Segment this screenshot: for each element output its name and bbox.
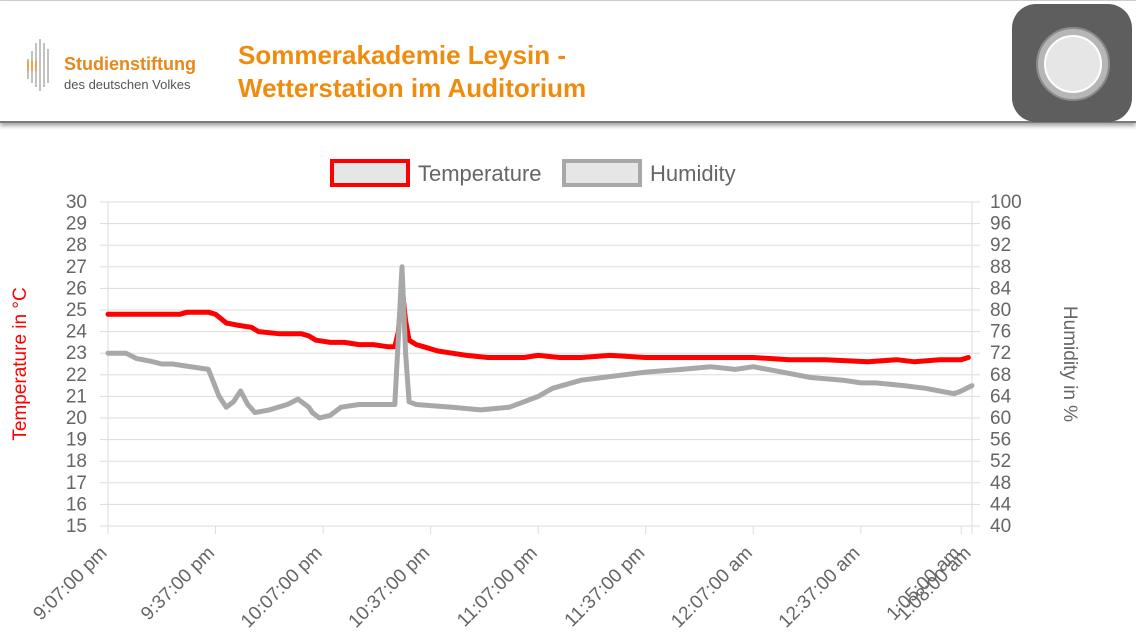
home-button[interactable] (1012, 4, 1132, 122)
left-axis-title: Temperature in °C (10, 287, 31, 440)
logo-bars-icon (27, 39, 49, 91)
left-axis-tick-label: 20 (66, 408, 87, 429)
right-axis-tick-label: 48 (990, 473, 1011, 494)
logo-name: Studienstiftung (64, 54, 196, 74)
legend-swatch-humidity (562, 159, 642, 187)
right-axis-tick-label: 80 (990, 300, 1011, 321)
x-axis-tick-label: 10:37:00 pm (345, 543, 435, 633)
x-axis-tick-label: 12:07:00 am (667, 543, 757, 633)
x-axis-tick-label: 12:37:00 am (775, 543, 865, 633)
right-axis-tick-label: 40 (990, 516, 1011, 537)
logo-subtitle: des deutschen Volkes (64, 77, 191, 92)
right-axis-tick-label: 96 (990, 214, 1011, 235)
left-axis-tick-label: 15 (66, 516, 87, 537)
x-axis-tick-label: 9:07:00 pm (29, 543, 111, 625)
left-axis-tick-label: 22 (66, 365, 87, 386)
x-axis-tick-label: 10:07:00 pm (237, 543, 327, 633)
right-axis-tick-label: 72 (990, 343, 1011, 364)
right-axis-tick-label: 68 (990, 365, 1011, 386)
series-line-temperature (105, 283, 971, 365)
left-axis-tick-label: 19 (66, 430, 87, 451)
right-axis-tick-label: 60 (990, 408, 1011, 429)
right-axis-tick-label: 56 (990, 430, 1011, 451)
right-axis-tick-label: 88 (990, 257, 1011, 278)
left-axis-tick-label: 27 (66, 257, 87, 278)
left-axis-tick-label: 24 (66, 322, 88, 343)
legend-swatch-temperature (330, 159, 410, 187)
left-axis-tick-label: 18 (66, 451, 87, 472)
left-axis-tick-label: 23 (66, 343, 87, 364)
left-axis-tick-label: 26 (66, 278, 87, 299)
x-axis-tick-label: 1:08:00 am (893, 543, 975, 625)
x-axis-tick-label: 11:37:00 pm (561, 543, 650, 632)
left-axis-tick-label: 30 (66, 192, 87, 213)
studienstiftung-logo: Studienstiftung des deutschen Volkes (22, 39, 222, 99)
x-axis-tick-label: 11:07:00 pm (453, 543, 542, 632)
app-header: Studienstiftung des deutschen Volkes Som… (0, 1, 1136, 123)
right-axis-title: Humidity in % (1059, 306, 1080, 422)
left-axis-tick-label: 25 (66, 300, 87, 321)
legend-label-temperature: Temperature (418, 161, 542, 186)
right-axis-tick-label: 64 (990, 386, 1012, 407)
left-axis-tick-label: 29 (66, 214, 87, 235)
right-axis-tick-label: 84 (990, 278, 1012, 299)
weather-chart: 15 40 16 44 17 48 18 52 19 56 20 60 21 64 22 68 23 72 24 76… (10, 159, 1080, 633)
right-axis-tick-label: 52 (990, 451, 1011, 472)
top-divider (0, 0, 1136, 1)
left-axis-tick-label: 16 (66, 494, 87, 515)
legend-label-humidity: Humidity (650, 161, 736, 186)
page-title: Sommerakademie Leysin - Wetterstation im… (238, 39, 586, 105)
x-axis-tick-label: 9:37:00 pm (137, 543, 219, 625)
page-title-line-2: Wetterstation im Auditorium (238, 73, 587, 103)
series-line-humidity (105, 264, 975, 421)
page-title-line-1: Sommerakademie Leysin - (238, 40, 567, 70)
right-axis-tick-label: 76 (990, 322, 1011, 343)
home-button-icon (1036, 27, 1110, 101)
left-axis-tick-label: 21 (66, 386, 87, 407)
right-axis-tick-label: 92 (990, 235, 1011, 256)
left-axis-tick-label: 17 (66, 473, 87, 494)
right-axis-tick-label: 100 (990, 192, 1022, 213)
left-axis-tick-label: 28 (66, 235, 87, 256)
right-axis-tick-label: 44 (990, 494, 1012, 515)
